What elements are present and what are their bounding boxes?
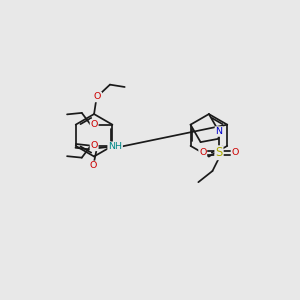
Text: O: O: [94, 92, 101, 101]
Text: S: S: [215, 146, 223, 159]
Text: O: O: [232, 148, 239, 157]
Text: O: O: [91, 120, 98, 129]
Text: O: O: [91, 141, 98, 150]
Text: N: N: [215, 127, 223, 136]
Text: O: O: [199, 148, 206, 157]
Text: NH: NH: [108, 142, 122, 151]
Text: O: O: [90, 161, 97, 170]
